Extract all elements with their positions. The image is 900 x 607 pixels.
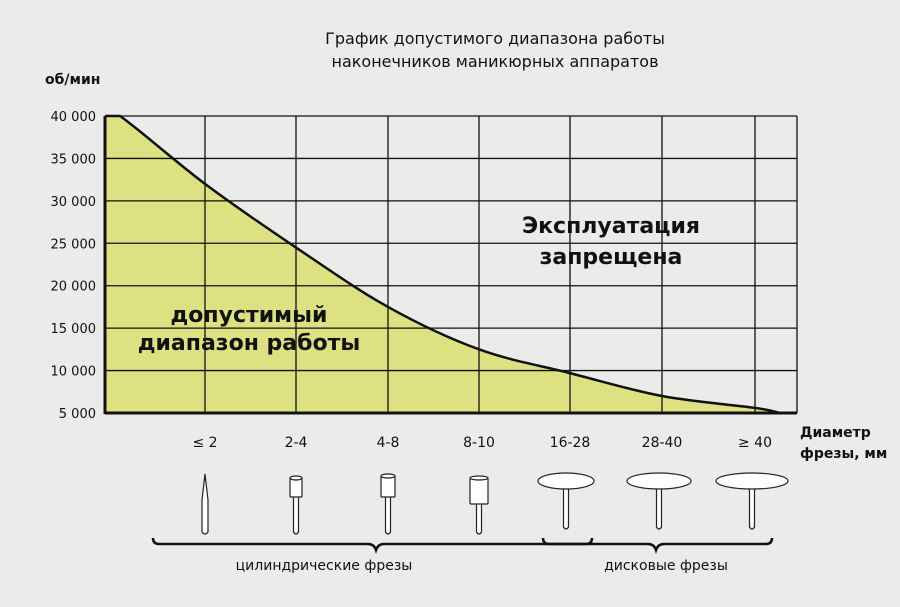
tool-shank [292,497,300,535]
y-tick-label: 10 000 [51,365,97,380]
x-axis-label-line-2: фрезы, мм [800,446,887,462]
tool-head-top [469,475,489,481]
y-tick-label: 35 000 [51,152,97,167]
group-label-cylindrical: цилиндрические фрезы [236,558,413,574]
tool-disc-bur [537,472,595,530]
x-tick-label: 8-10 [463,435,495,451]
x-axis-label-line-1: Диаметр [800,425,871,441]
y-axis-label: об/мин [45,72,100,88]
tool-shape [201,473,209,535]
x-tick-label: 2-4 [285,435,308,451]
limit-curve [105,114,781,415]
tool-shank [655,488,663,530]
allowed-region-label-2: диапазон работы [138,331,361,356]
tool-cylinder-bur [289,475,303,535]
x-tick-label: ≥ 40 [738,435,772,451]
y-tick-label: 25 000 [51,237,97,252]
tool-cylinder-bur [380,473,396,535]
forbidden-region-label-2: запрещена [540,245,683,270]
tool-disc [537,472,595,490]
y-tick-label: 40 000 [51,110,97,125]
tool-head [380,475,396,498]
tool-disc [715,472,789,490]
x-tick-label: 16-28 [550,435,591,451]
chart-title-line-2: наконечников маникюрных аппаратов [331,52,658,71]
x-tick-label: 28-40 [642,435,683,451]
tool-shank [384,497,392,535]
tool-head [469,477,489,505]
tool-shank [748,488,756,530]
tool-cylinder-bur [469,475,489,535]
allowed-region-label-1: допустимый [171,303,328,328]
y-tick-label: 30 000 [51,195,97,210]
x-tick-label: 4-8 [377,435,400,451]
tool-shank [562,488,570,530]
y-tick-label: 15 000 [51,322,97,337]
allowed-area [105,116,797,413]
tool-disc-bur [715,472,789,530]
tool-head-top [289,475,303,481]
tool-needle-bur [201,473,209,535]
tool-shank [475,504,483,535]
group-label-disc: дисковые фрезы [604,558,728,574]
tool-head-top [380,473,396,479]
group-brace-disc [541,537,774,554]
tool-disc [626,472,692,490]
forbidden-region-label-1: Эксплуатация [522,214,700,239]
x-tick-label: ≤ 2 [192,435,217,451]
y-tick-label: 5 000 [59,407,96,422]
y-tick-label: 20 000 [51,280,97,295]
tool-head [289,477,303,498]
chart-title-line-1: График допустимого диапазона работы [325,29,665,48]
tool-disc-bur [626,472,692,530]
group-brace-cylindrical [151,537,594,554]
